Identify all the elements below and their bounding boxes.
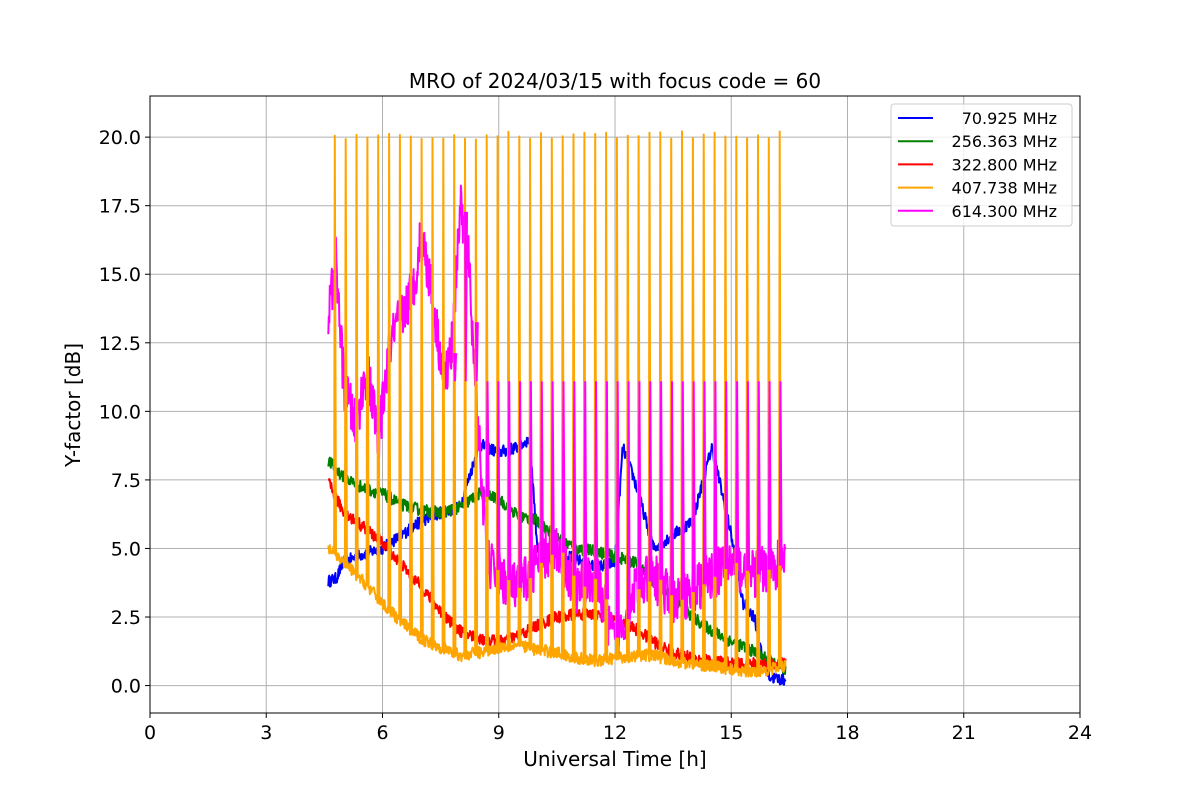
x-tick-label: 6 <box>376 722 388 744</box>
legend: 70.925 MHz 256.363 MHz 322.800 MHz 407.738 … <box>890 103 1073 227</box>
series-line-3 <box>327 130 787 678</box>
y-tick-label: 12.5 <box>99 333 141 355</box>
legend-label: 322.800 MHz <box>952 155 1057 174</box>
x-tick-label: 0 <box>144 722 156 744</box>
x-tick-label: 12 <box>603 722 627 744</box>
y-tick-label: 17.5 <box>99 196 141 218</box>
x-tick-label: 3 <box>260 722 272 744</box>
legend-label: 407.738 MHz <box>952 179 1057 198</box>
x-tick-label: 9 <box>493 722 505 744</box>
legend-label: 70.925 MHz <box>962 109 1057 128</box>
series-line-4 <box>327 184 787 659</box>
chart-title: MRO of 2024/03/15 with focus code = 60 <box>409 69 821 93</box>
axis-ticks: 0 3 6 9 12 15 18 21 24 0.0 2.5 5.0 7.5 10.0 12.5 15.0 17… <box>99 127 1092 744</box>
series-layer <box>327 130 787 686</box>
y-tick-label: 5.0 <box>111 538 141 560</box>
x-tick-label: 24 <box>1068 722 1092 744</box>
y-tick-label: 20.0 <box>99 127 141 149</box>
y-axis-label: Y-factor [dB] <box>61 343 85 468</box>
legend-label: 614.300 MHz <box>952 202 1057 221</box>
x-tick-label: 21 <box>952 722 976 744</box>
legend-label: 256.363 MHz <box>952 132 1057 151</box>
y-tick-label: 7.5 <box>111 470 141 492</box>
y-tick-label: 2.5 <box>111 607 141 629</box>
x-tick-label: 15 <box>719 722 743 744</box>
grid <box>149 96 1081 713</box>
y-tick-label: 0.0 <box>111 676 141 698</box>
legend-frame <box>890 103 1073 227</box>
series-line-4-spikes <box>453 211 783 638</box>
x-tick-label: 18 <box>835 722 859 744</box>
series-line-2 <box>327 478 787 671</box>
x-axis-label: Universal Time [h] <box>523 747 706 771</box>
y-tick-label: 15.0 <box>99 264 141 286</box>
y-tick-label: 10.0 <box>99 401 141 423</box>
